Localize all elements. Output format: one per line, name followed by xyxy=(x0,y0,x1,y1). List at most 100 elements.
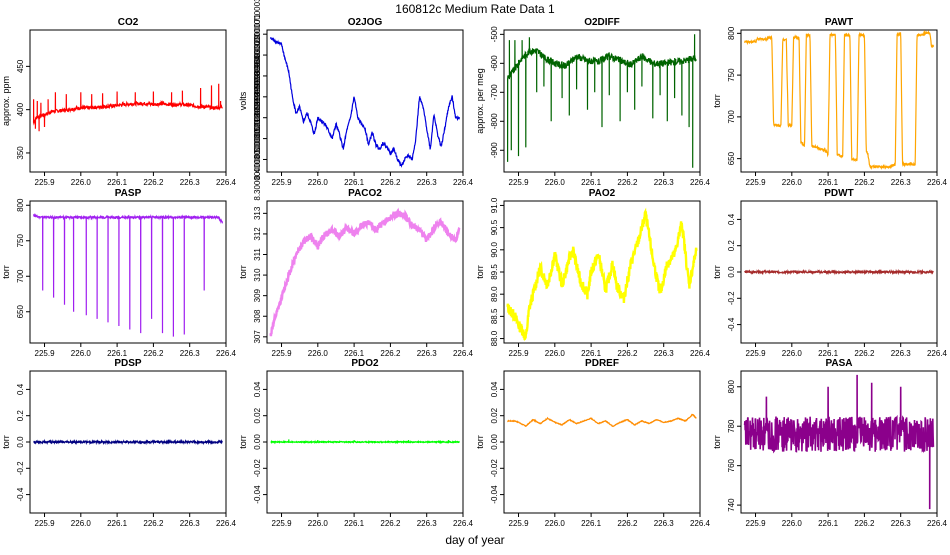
y-tick-label: 90.0 xyxy=(490,241,499,257)
panel-o2diff: O2DIFF approx. per meg 225.9 226.0 226.1 226.… xyxy=(475,17,711,187)
y-tick-label: 780 xyxy=(727,419,736,433)
x-tick-label: 226.3 xyxy=(654,519,675,528)
series-line xyxy=(33,438,223,446)
y-tick-label: 8.69999999999999929 xyxy=(253,34,262,117)
x-tick-label: 225.9 xyxy=(272,178,293,187)
x-tick-label: 226.0 xyxy=(545,519,566,528)
plot-frame xyxy=(740,29,938,173)
y-tick-label: 760 xyxy=(727,458,736,472)
plot-frame xyxy=(29,29,227,173)
y-tick-label: -900 xyxy=(490,142,499,159)
x-tick-label: 226.2 xyxy=(617,519,638,528)
x-tick-label: 226.4 xyxy=(690,349,711,358)
y-axis-label: approx. ppm xyxy=(1,76,11,126)
x-tick-label: 226.2 xyxy=(617,178,638,187)
y-axis-label: approx. per meg xyxy=(475,68,485,134)
y-tick-label: 8.50000000000000000 xyxy=(253,76,262,159)
y-tick-label: 800 xyxy=(727,26,736,40)
plot-frame xyxy=(29,200,227,344)
y-tick-label: 650 xyxy=(727,151,736,165)
x-tick-label: 225.9 xyxy=(509,519,530,528)
x-tick-label: 226.2 xyxy=(143,349,164,358)
panel-title: PASA xyxy=(825,358,852,369)
x-tick-label: 226.4 xyxy=(927,178,948,187)
panel-paco2: PACO2 torr 225.9 226.0 226.1 226.2 226.3 226.4 3… xyxy=(238,188,474,358)
x-tick-label: 226.3 xyxy=(417,349,438,358)
x-tick-label: 226.1 xyxy=(344,519,365,528)
panel-title: PASP xyxy=(115,188,142,199)
y-tick-label: 800 xyxy=(16,198,25,212)
y-axis-label: torr xyxy=(712,94,722,108)
panel-pdsp: PDSP torr 225.9 226.0 226.1 226.2 226.3 226.4 -0… xyxy=(1,358,237,528)
y-tick-label: -800 xyxy=(490,113,499,130)
figure-title: 160812c Medium Rate Data 1 xyxy=(395,2,555,16)
plot-frame xyxy=(266,29,464,173)
y-tick-label: -600 xyxy=(490,55,499,72)
x-tick-label: 226.1 xyxy=(581,178,602,187)
series-line xyxy=(33,213,223,337)
series-line xyxy=(269,207,461,337)
x-tick-label: 225.9 xyxy=(746,519,767,528)
y-tick-label: 0.02 xyxy=(490,407,499,423)
y-tick-label: 0.2 xyxy=(727,240,736,252)
y-tick-label: 0.0 xyxy=(727,266,736,278)
panel-co2: CO2 approx. ppm 225.9 226.0 226.1 226.2 226.3 2… xyxy=(1,17,237,187)
x-tick-label: 226.2 xyxy=(380,178,401,187)
y-tick-label: 310 xyxy=(253,268,262,282)
y-axis-label: torr xyxy=(712,435,722,449)
y-tick-label: 88.5 xyxy=(490,308,499,324)
panel-title: PDREF xyxy=(585,358,619,369)
x-tick-label: 225.9 xyxy=(509,349,530,358)
x-tick-label: 226.2 xyxy=(143,519,164,528)
x-tick-label: 225.9 xyxy=(746,178,767,187)
y-tick-label: 0.0 xyxy=(16,436,25,448)
y-tick-label: -0.4 xyxy=(16,487,25,501)
x-tick-label: 226.1 xyxy=(818,349,839,358)
y-tick-label: 308 xyxy=(253,309,262,323)
y-tick-label: 312 xyxy=(253,227,262,241)
x-tick-label: 226.3 xyxy=(417,178,438,187)
y-tick-label: 400 xyxy=(16,102,25,116)
y-axis-label: torr xyxy=(475,265,485,279)
series-line xyxy=(32,83,223,132)
y-tick-label: 650 xyxy=(16,305,25,319)
y-tick-label: 89.5 xyxy=(490,264,499,280)
y-tick-label: 8.90000000000000036 xyxy=(253,0,262,75)
x-tick-label: 226.2 xyxy=(854,349,875,358)
y-tick-label: -0.04 xyxy=(490,485,499,504)
x-tick-label: 226.0 xyxy=(71,519,92,528)
x-tick-label: 226.1 xyxy=(818,519,839,528)
y-tick-label: 8.40000000000000036 xyxy=(253,97,262,180)
x-tick-label: 226.1 xyxy=(581,519,602,528)
y-tick-label: 313 xyxy=(253,206,262,220)
y-tick-label: 89.0 xyxy=(490,286,499,302)
panel-title: PDSP xyxy=(114,358,142,369)
panel-title: PDWT xyxy=(824,188,853,199)
x-tick-label: 226.0 xyxy=(308,349,329,358)
plot-frame xyxy=(503,370,701,514)
x-tick-label: 226.3 xyxy=(891,519,912,528)
y-axis-label: torr xyxy=(1,435,11,449)
y-tick-label: -500 xyxy=(490,26,499,43)
y-axis-label: volts xyxy=(238,91,248,110)
x-tick-label: 226.2 xyxy=(854,178,875,187)
y-tick-label: -0.4 xyxy=(727,317,736,331)
x-tick-label: 226.4 xyxy=(216,178,237,187)
panel-title: PDO2 xyxy=(351,358,379,369)
x-tick-label: 226.2 xyxy=(380,519,401,528)
panel-o2jog: O2JOG volts 225.9 226.0 226.1 226.2 226.3 226.4… xyxy=(238,0,474,201)
y-axis-label: torr xyxy=(712,265,722,279)
x-tick-label: 226.3 xyxy=(180,519,201,528)
x-tick-label: 225.9 xyxy=(272,349,293,358)
panel-pdwt: PDWT torr 225.9 226.0 226.1 226.2 226.3 226.4 -0… xyxy=(712,188,948,358)
x-tick-label: 226.1 xyxy=(107,349,128,358)
x-tick-label: 226.0 xyxy=(71,178,92,187)
y-axis-label: torr xyxy=(238,265,248,279)
x-tick-label: 225.9 xyxy=(272,519,293,528)
x-tick-label: 226.1 xyxy=(107,178,128,187)
x-tick-label: 225.9 xyxy=(35,178,56,187)
plot-frame xyxy=(740,370,938,514)
panel-pdo2: PDO2 torr 225.9 226.0 226.1 226.2 226.3 226.4 -0… xyxy=(238,358,474,528)
y-tick-label: 0.4 xyxy=(16,383,25,395)
x-tick-label: 226.3 xyxy=(180,178,201,187)
